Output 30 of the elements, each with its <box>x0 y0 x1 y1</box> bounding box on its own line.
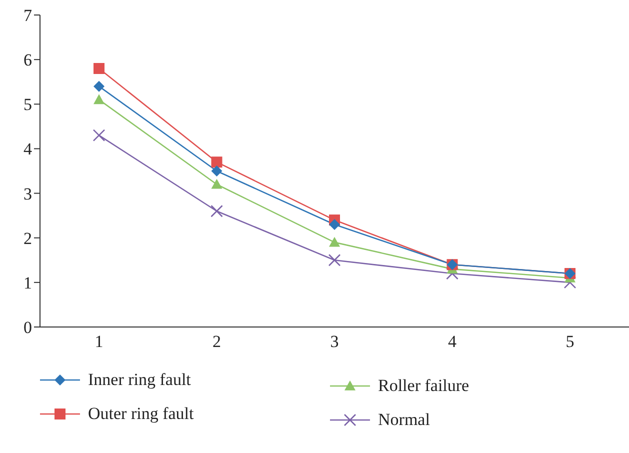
y-tick-label: 1 <box>24 273 32 292</box>
point <box>211 178 222 189</box>
legend-label: Inner ring fault <box>88 370 191 390</box>
y-tick-label: 4 <box>24 140 32 159</box>
y-tick-label: 6 <box>24 50 32 70</box>
point <box>329 236 340 247</box>
y-tick-label: 5 <box>24 95 32 114</box>
legend-label: Normal <box>378 410 430 430</box>
legend-label: Outer ring fault <box>88 404 194 424</box>
point <box>211 156 222 168</box>
point <box>211 166 222 176</box>
y-tick-label: 3 <box>24 184 32 204</box>
point <box>446 267 458 280</box>
point <box>94 94 104 104</box>
x-tick-label: 3 <box>330 332 339 352</box>
x-tick-label: 1 <box>94 332 104 352</box>
point <box>328 254 341 266</box>
point <box>92 129 106 142</box>
x-tick-label: 4 <box>448 332 457 352</box>
point <box>329 218 340 230</box>
legend-label: Roller failure <box>378 376 470 396</box>
point <box>210 204 223 218</box>
point <box>94 80 104 92</box>
point <box>94 62 104 74</box>
point <box>564 276 576 289</box>
x-tick-label: 2 <box>212 332 221 352</box>
y-tick-label: 7 <box>24 6 32 26</box>
y-tick-label: 0 <box>24 318 32 338</box>
y-tick-label: 2 <box>24 228 32 248</box>
x-tick-label: 5 <box>566 332 574 352</box>
